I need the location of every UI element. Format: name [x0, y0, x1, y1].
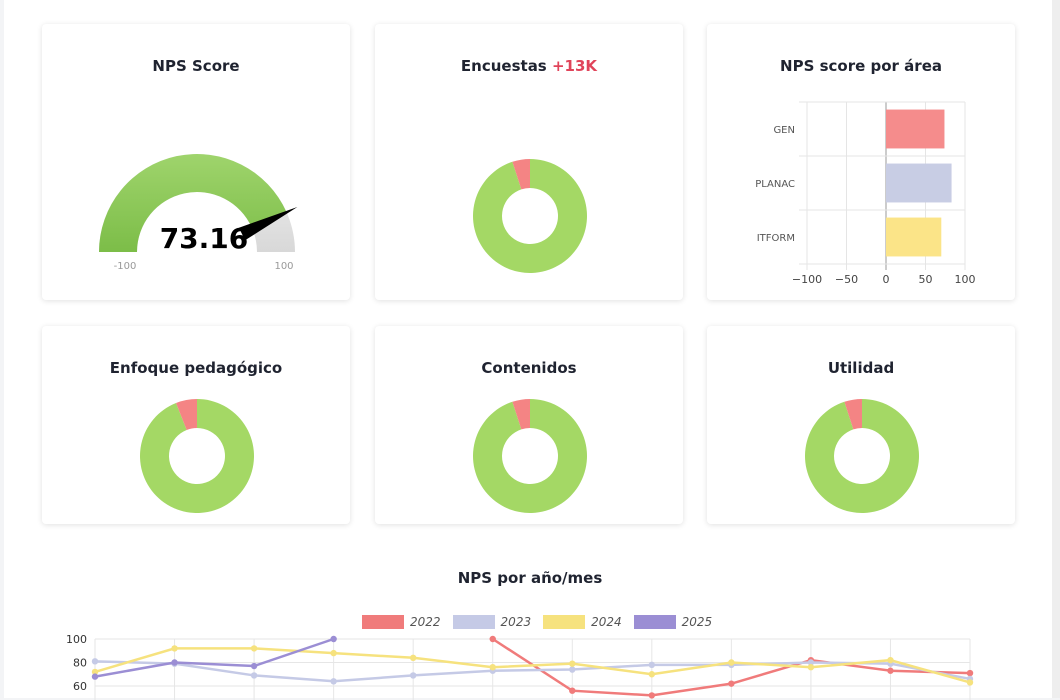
data-point-2022[interactable]: [489, 635, 496, 643]
data-point-2024[interactable]: [330, 649, 337, 657]
y-tick-label: 100: [66, 633, 87, 646]
legend-item-2022[interactable]: 2022: [362, 615, 441, 629]
nps-score-title: NPS Score: [152, 57, 240, 75]
nps-mes-title: NPS por año/mes: [457, 569, 603, 587]
x-tick-label: 100: [955, 273, 976, 286]
data-point-2024[interactable]: [171, 645, 178, 652]
data-point-2024[interactable]: [250, 645, 258, 652]
bar-planac: [886, 163, 952, 203]
x-tick-label: 0: [883, 273, 890, 286]
nps-area-bar-chart: −100 −50 0 50 100 GEN PLANAC ITFORM: [755, 101, 976, 286]
series-line-2024: [94, 647, 971, 684]
enfoque-slice-detractors: [176, 399, 197, 430]
y-category-label: GEN: [773, 125, 795, 136]
nps-mes-line-chart: 100 80 60: [66, 633, 974, 700]
data-point-2023[interactable]: [807, 659, 815, 666]
encuestas-card: Encuestas +13K: [375, 24, 683, 300]
encuestas-donut: [473, 159, 587, 273]
x-tick-label: 50: [919, 273, 933, 286]
legend-swatch: [633, 615, 676, 629]
contenidos-donut: [473, 399, 587, 513]
bar-itform: [886, 217, 942, 257]
data-point-2024[interactable]: [887, 656, 894, 664]
contenidos-title: Contenidos: [481, 359, 577, 377]
data-point-2025[interactable]: [250, 662, 258, 670]
gauge-fill: [99, 153, 287, 252]
legend-label: 2024: [591, 615, 622, 629]
enfoque-slice-promoters: [140, 399, 254, 513]
y-category-label: ITFORM: [757, 233, 795, 244]
x-tick-label: −50: [835, 273, 858, 286]
legend-label: 2023: [500, 615, 532, 629]
data-point-2023[interactable]: [409, 672, 417, 679]
legend-label: 2022: [410, 615, 441, 629]
enfoque-card: Enfoque pedagógico: [42, 326, 350, 524]
gauge-max-label: 100: [274, 261, 293, 272]
data-point-2023[interactable]: [648, 661, 656, 669]
data-point-2022[interactable]: [728, 680, 735, 687]
gauge-value: 73.16: [160, 222, 249, 255]
gauge-min-label: -100: [114, 261, 137, 272]
legend-swatch: [452, 615, 495, 629]
data-point-2024[interactable]: [91, 668, 99, 676]
legend-label: 2025: [681, 615, 713, 629]
utilidad-title: Utilidad: [827, 359, 895, 377]
data-point-2025[interactable]: [171, 659, 178, 666]
utilidad-slice-detractors: [844, 399, 862, 430]
data-point-2025[interactable]: [91, 673, 99, 680]
data-point-2023[interactable]: [569, 666, 576, 673]
legend-item-2023[interactable]: 2023: [452, 615, 532, 629]
series-line-2025: [94, 637, 335, 678]
encuestas-slice-promoters: [473, 159, 587, 273]
nps-score-card: NPS Score 73.16 -100 100: [42, 24, 350, 300]
contenidos-slice-detractors: [512, 399, 530, 430]
utilidad-slice-promoters: [805, 399, 919, 513]
contenidos-card: Contenidos: [375, 326, 683, 524]
enfoque-title: Enfoque pedagógico: [109, 359, 283, 377]
data-point-2023[interactable]: [250, 672, 258, 679]
x-tick-label: −100: [792, 273, 822, 286]
data-point-2022[interactable]: [966, 669, 974, 677]
data-point-2025[interactable]: [330, 635, 337, 643]
bar-gen: [886, 109, 945, 149]
nps-gauge: 73.16 -100 100: [99, 153, 298, 272]
legend-swatch: [362, 615, 404, 629]
data-point-2024[interactable]: [966, 679, 974, 686]
legend-item-2024[interactable]: 2024: [543, 615, 622, 629]
data-point-2024[interactable]: [409, 654, 417, 661]
data-point-2024[interactable]: [807, 664, 815, 671]
data-point-2022[interactable]: [887, 667, 894, 674]
encuestas-count: +13K: [551, 57, 598, 75]
data-point-2023[interactable]: [91, 658, 99, 665]
encuestas-label: Encuestas: [460, 57, 547, 75]
series-line-2023: [94, 660, 971, 683]
y-tick-label: 60: [73, 680, 87, 693]
legend-swatch: [543, 615, 586, 629]
y-tick-label: 80: [73, 657, 87, 670]
data-point-2024[interactable]: [569, 660, 576, 667]
scrollbar-track[interactable]: [1052, 0, 1060, 698]
data-point-2024[interactable]: [648, 671, 656, 678]
data-point-2023[interactable]: [330, 678, 337, 685]
legend-item-2025[interactable]: 2025: [633, 615, 713, 629]
utilidad-donut: [805, 399, 919, 513]
nps-area-title: NPS score por área: [780, 57, 942, 75]
contenidos-slice-promoters: [473, 399, 587, 513]
encuestas-slice-detractors: [512, 159, 530, 190]
y-category-label: PLANAC: [755, 179, 795, 190]
utilidad-card: Utilidad: [707, 326, 1015, 524]
data-point-2024[interactable]: [728, 659, 735, 666]
data-point-2022[interactable]: [569, 687, 576, 694]
gauge-needle-icon: [238, 206, 298, 241]
data-point-2022[interactable]: [648, 692, 656, 699]
line-legend: 2022 2023 2024 2025: [362, 615, 712, 629]
nps-area-card: NPS score por área −100 −50 0 50 100 GEN PLANA…: [707, 24, 1015, 300]
encuestas-title: Encuestas +13K: [375, 57, 683, 75]
enfoque-donut: [140, 399, 254, 513]
data-point-2024[interactable]: [489, 664, 496, 671]
